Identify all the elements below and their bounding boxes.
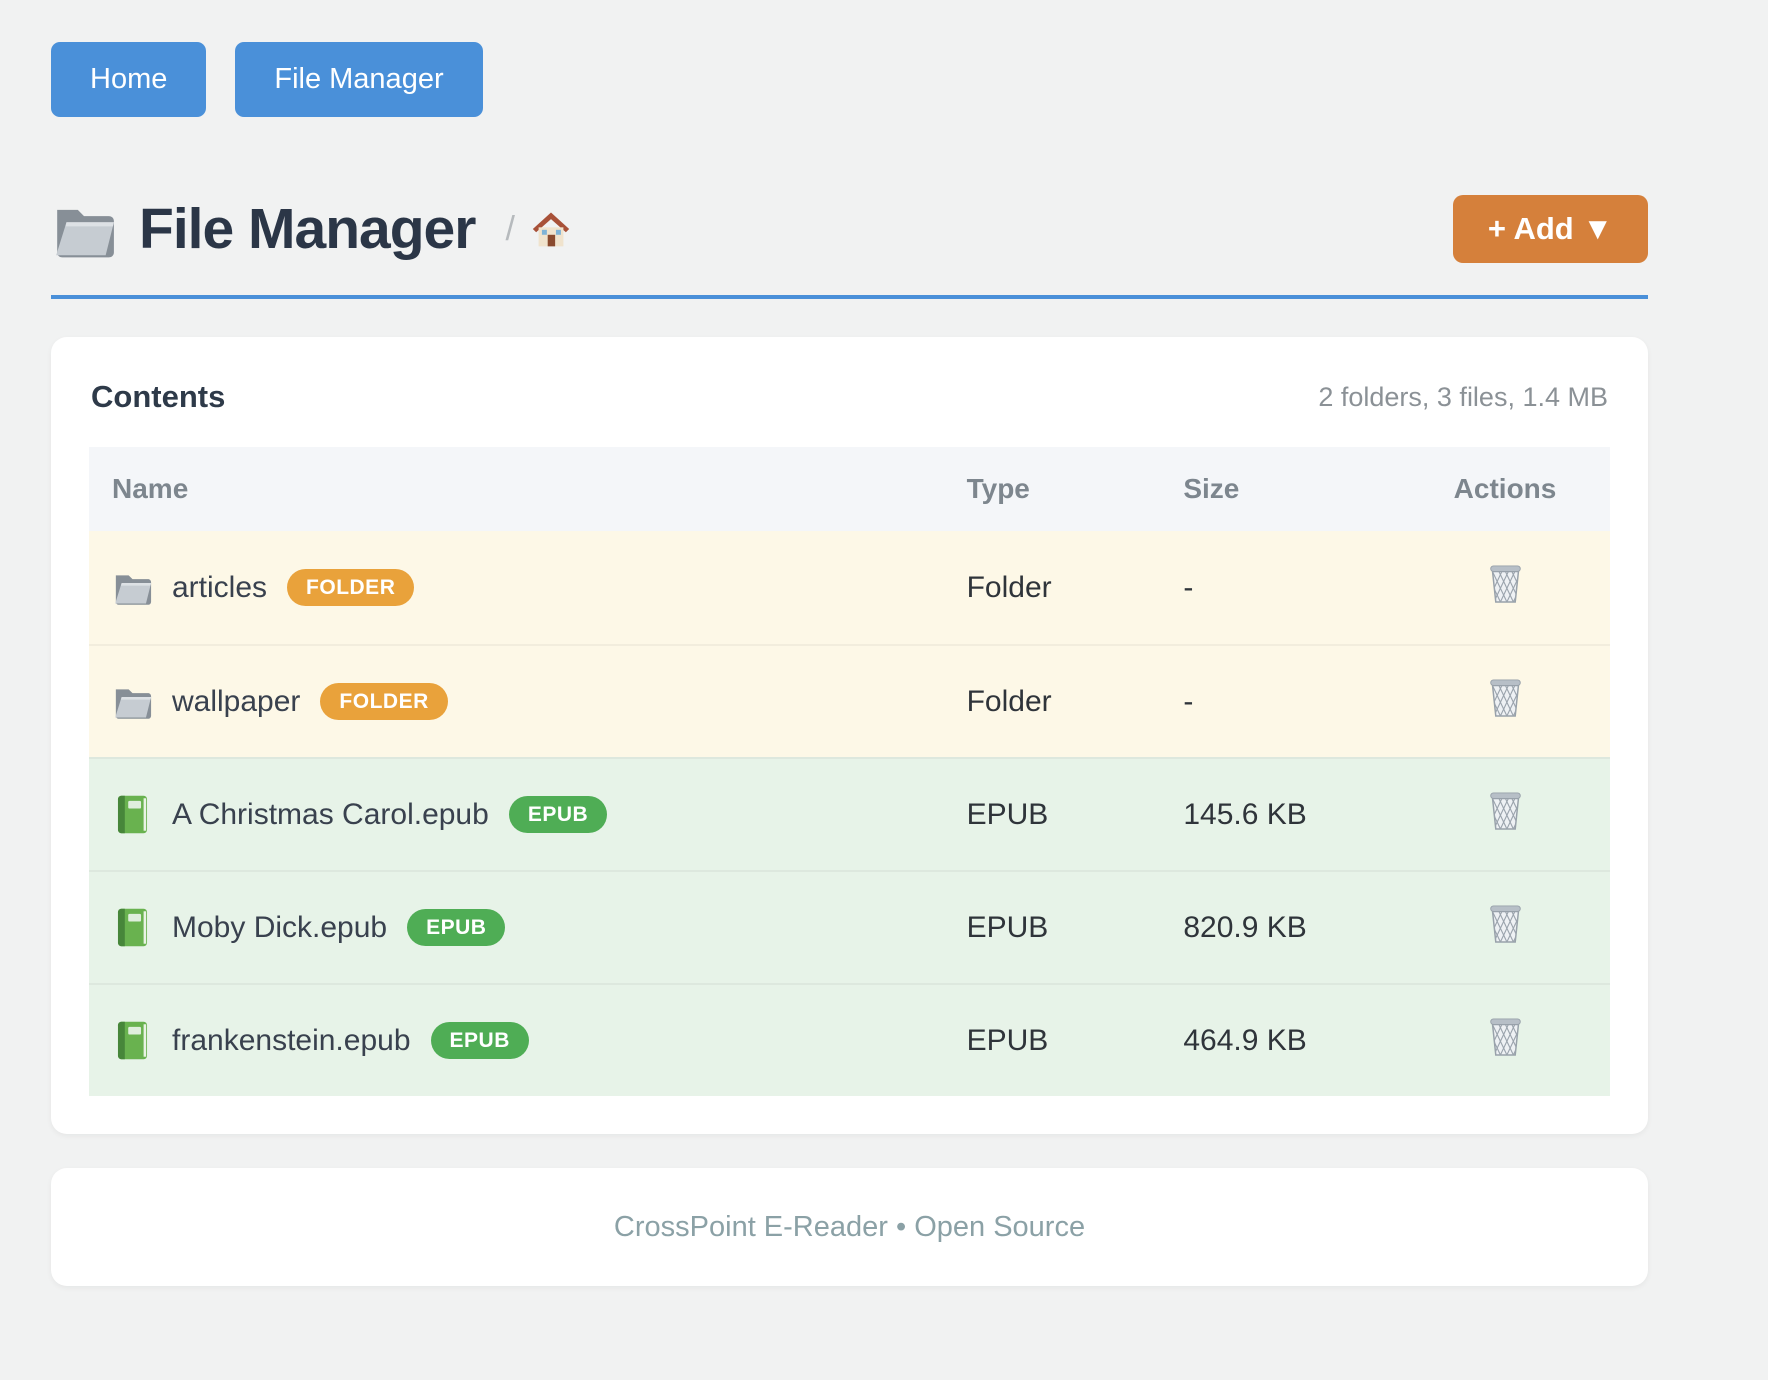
delete-button[interactable]	[1487, 902, 1524, 948]
nav-home-button[interactable]: Home	[51, 42, 207, 117]
breadcrumb-separator: /	[505, 209, 515, 248]
table-row: A Christmas Carol.epub EPUB EPUB 145.6 K…	[89, 757, 1610, 870]
size-cell: 145.6 KB	[1183, 797, 1307, 831]
table-row: frankenstein.epub EPUB EPUB 464.9 KB	[89, 983, 1610, 1096]
name-cell: A Christmas Carol.epub EPUB	[89, 794, 967, 835]
type-cell: EPUB	[966, 910, 1049, 944]
delete-button[interactable]	[1487, 562, 1524, 608]
book-icon	[112, 794, 153, 835]
add-button[interactable]: + Add ▼	[1452, 195, 1648, 263]
trash-icon	[1487, 902, 1524, 945]
top-nav: Home File Manager	[51, 0, 1648, 117]
name-cell: Moby Dick.epub EPUB	[89, 907, 967, 948]
type-cell: EPUB	[966, 797, 1049, 831]
file-link[interactable]: wallpaper	[172, 684, 301, 718]
size-cell: 820.9 KB	[1183, 910, 1307, 944]
actions-cell	[1400, 789, 1610, 840]
contents-summary: 2 folders, 3 files, 1.4 MB	[1318, 381, 1608, 412]
file-table: Name Type Size Actions articles FOLDER F…	[89, 447, 1610, 1096]
name-cell: wallpaper FOLDER	[89, 681, 967, 722]
file-link[interactable]: articles	[172, 570, 268, 604]
footer-text: CrossPoint E-Reader • Open Source	[613, 1210, 1086, 1243]
trash-icon	[1487, 1015, 1524, 1058]
size-cell: -	[1183, 684, 1194, 718]
folder-icon	[112, 681, 153, 722]
type-cell: Folder	[966, 684, 1052, 718]
page: Home File Manager File Manager / + Add ▼…	[51, 0, 1648, 1286]
page-title: File Manager	[139, 197, 476, 261]
footer: CrossPoint E-Reader • Open Source	[51, 1168, 1648, 1286]
contents-card: Contents 2 folders, 3 files, 1.4 MB Name…	[51, 337, 1648, 1134]
actions-cell	[1400, 562, 1610, 613]
name-cell: articles FOLDER	[89, 567, 967, 608]
name-cell: frankenstein.epub EPUB	[89, 1020, 967, 1061]
trash-icon	[1487, 562, 1524, 605]
nav-file-manager-button[interactable]: File Manager	[235, 42, 483, 117]
size-cell: 464.9 KB	[1183, 1023, 1307, 1057]
column-header-name: Name	[112, 473, 189, 504]
folder-icon	[51, 201, 117, 258]
type-badge: FOLDER	[320, 683, 448, 720]
delete-button[interactable]	[1487, 789, 1524, 835]
file-link[interactable]: A Christmas Carol.epub	[172, 797, 489, 831]
breadcrumb: /	[505, 210, 570, 249]
size-cell: -	[1183, 570, 1194, 604]
type-cell: EPUB	[966, 1023, 1049, 1057]
title-wrap: File Manager /	[51, 196, 571, 262]
delete-button[interactable]	[1487, 676, 1524, 722]
table-row: articles FOLDER Folder -	[89, 531, 1610, 644]
type-badge: EPUB	[508, 796, 608, 833]
book-icon	[112, 1020, 153, 1061]
home-icon[interactable]	[531, 210, 571, 248]
file-link[interactable]: frankenstein.epub	[172, 1023, 411, 1057]
type-badge: EPUB	[430, 1022, 529, 1059]
trash-icon	[1487, 676, 1524, 719]
column-header-type: Type	[966, 473, 1030, 504]
card-head: Contents 2 folders, 3 files, 1.4 MB	[89, 375, 1610, 447]
file-link[interactable]: Moby Dick.epub	[172, 910, 388, 944]
folder-icon	[112, 567, 153, 608]
table-row: wallpaper FOLDER Folder -	[89, 644, 1610, 757]
book-icon	[112, 907, 153, 948]
type-badge: FOLDER	[287, 569, 415, 606]
column-header-size: Size	[1183, 473, 1240, 504]
contents-heading: Contents	[91, 379, 226, 414]
column-header-actions: Actions	[1453, 473, 1557, 504]
table-header-row: Name Type Size Actions	[89, 447, 1610, 531]
page-header: File Manager / + Add ▼	[51, 195, 1648, 299]
trash-icon	[1487, 789, 1524, 832]
actions-cell	[1400, 1015, 1610, 1066]
actions-cell	[1400, 676, 1610, 727]
type-badge: EPUB	[407, 909, 506, 946]
type-cell: Folder	[966, 570, 1052, 604]
table-row: Moby Dick.epub EPUB EPUB 820.9 KB	[89, 870, 1610, 983]
actions-cell	[1400, 902, 1610, 953]
delete-button[interactable]	[1487, 1015, 1524, 1061]
